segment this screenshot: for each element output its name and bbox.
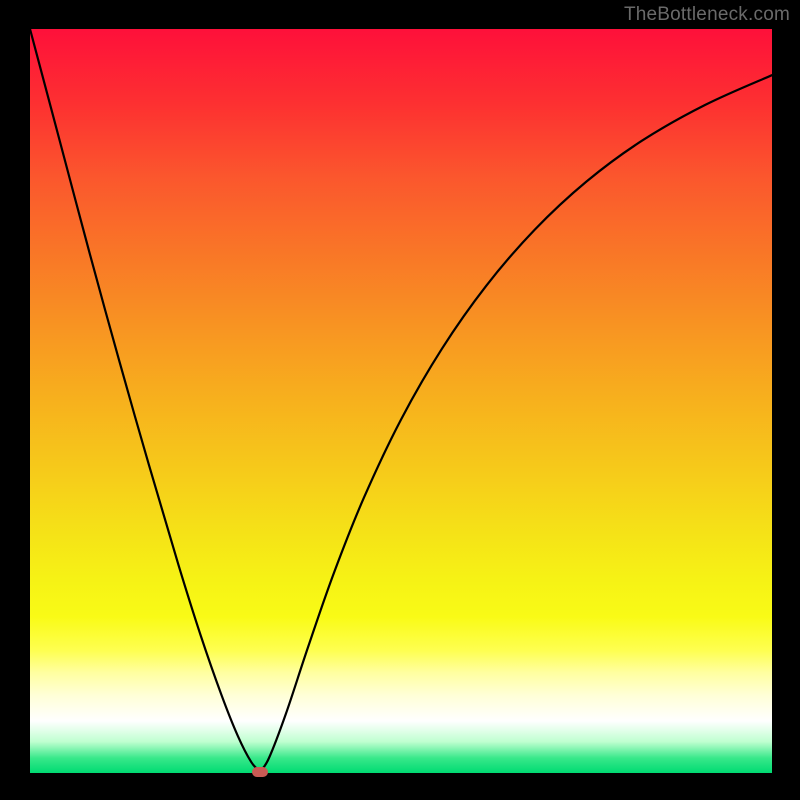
bottleneck-curve: [30, 29, 772, 773]
minimum-marker: [252, 767, 268, 777]
chart-container: { "watermark": { "text": "TheBottleneck.…: [0, 0, 800, 800]
plot-area: [30, 29, 772, 773]
watermark-text: TheBottleneck.com: [624, 4, 790, 26]
